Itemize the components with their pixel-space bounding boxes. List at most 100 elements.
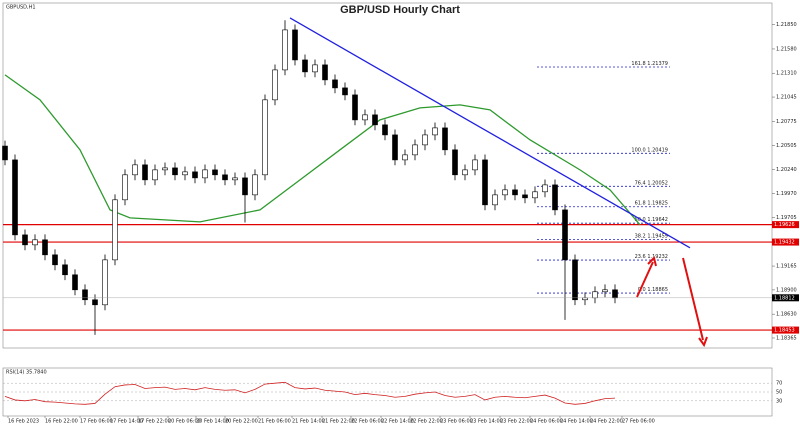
arrow-head <box>647 256 657 267</box>
y-tick-label: 1.21850 <box>776 22 797 28</box>
candle-body <box>572 259 578 301</box>
candle-body <box>512 189 518 196</box>
x-tick-label: 23 Feb 22:00 <box>500 419 533 424</box>
last-price-tag <box>772 294 799 302</box>
y-tick-label: 1.20775 <box>776 119 797 125</box>
fib-label: 23.6 1.19232 <box>635 254 668 260</box>
candle-body <box>122 174 128 201</box>
candle-body <box>232 177 238 181</box>
candle-body <box>162 167 168 171</box>
candle-body <box>42 239 48 256</box>
symbol: GBPUSD,H1 <box>6 5 36 11</box>
x-tick-label: 24 Feb 14:00 <box>560 419 593 424</box>
candle-body <box>362 114 368 121</box>
candle-body <box>442 127 448 151</box>
x-tick-label: 27 Feb 06:00 <box>622 419 655 424</box>
x-tick-label: 23 Feb 14:00 <box>470 419 503 424</box>
level-label: 1.19432 <box>774 240 795 246</box>
candle-body <box>92 299 98 306</box>
x-tick-label: 22 Feb 22:00 <box>410 419 443 424</box>
x-tick-label: 16 Feb 2023 <box>8 419 39 424</box>
candle-body <box>502 189 508 196</box>
rsi-tick-label: 50 <box>776 390 782 396</box>
y-tick-label: 1.21310 <box>776 71 797 77</box>
rsi-line <box>4 381 616 405</box>
y-tick-label: 1.20505 <box>776 143 797 149</box>
arrow-down <box>682 257 704 341</box>
arrow-up <box>636 261 654 298</box>
candle-body <box>192 171 198 179</box>
candle-body <box>552 184 558 211</box>
level-label: 1.18453 <box>774 328 795 334</box>
candle-body <box>262 99 268 176</box>
y-tick-label: 1.18365 <box>776 335 797 341</box>
x-tick-label: 20 Feb 22:00 <box>225 419 258 424</box>
candle-body <box>432 127 438 136</box>
candle-body <box>532 191 538 199</box>
arrow-head <box>698 336 708 348</box>
candle-body <box>142 164 148 181</box>
candle-body <box>292 29 298 61</box>
candle-body <box>302 59 308 73</box>
candle-body <box>252 174 258 196</box>
candle-body <box>412 144 418 156</box>
candle-body <box>222 174 228 181</box>
level-tag <box>772 238 799 246</box>
level-label: 1.19626 <box>774 222 795 228</box>
x-tick-label: 20 Feb 14:00 <box>196 419 229 424</box>
candle-body <box>72 274 78 291</box>
x-tick-label: 23 Feb 06:00 <box>440 419 473 424</box>
candle-body <box>322 64 328 81</box>
candle-body <box>282 29 288 71</box>
candle-body <box>2 145 8 161</box>
candle-body <box>312 64 318 73</box>
x-tick-label: 21 Feb 14:00 <box>292 419 325 424</box>
candle-body <box>152 169 158 181</box>
level-tag <box>772 221 799 229</box>
candle-body <box>462 169 468 176</box>
chart-title: GBP/USD Hourly Chart <box>340 4 460 16</box>
candle-body <box>22 234 28 246</box>
candle-body <box>182 171 188 176</box>
last-price-label: 1.18812 <box>774 295 795 301</box>
rsi-title: RSI(14) 35.7840 <box>6 370 47 376</box>
main-panel <box>2 2 773 349</box>
candle-body <box>482 159 488 206</box>
x-tick-label: 21 Feb 06:00 <box>258 419 291 424</box>
candle-body <box>132 164 138 176</box>
candle-body <box>352 94 358 121</box>
candle-body <box>472 159 478 171</box>
x-tick-label: 22 Feb 14:00 <box>381 419 414 424</box>
candle-body <box>12 159 18 236</box>
candle-body <box>212 169 218 176</box>
candle-body <box>522 194 528 199</box>
candle-body <box>62 264 68 276</box>
rsi-tick-label: 30 <box>776 398 782 404</box>
x-tick-label: 24 Feb 06:00 <box>530 419 563 424</box>
x-tick-label: 20 Feb 06:00 <box>168 419 201 424</box>
candle-body <box>612 289 618 299</box>
candle-body <box>342 87 348 96</box>
candle-body <box>542 184 548 193</box>
candle-body <box>272 69 278 101</box>
y-tick-label: 1.18900 <box>776 287 797 293</box>
moving-average <box>4 74 641 226</box>
candle-body <box>242 177 248 196</box>
candle-body <box>492 194 498 206</box>
fib-label: 50.0 1.19642 <box>635 217 668 223</box>
candle-body <box>52 254 58 266</box>
candle-body <box>332 79 338 89</box>
y-tick-label: 1.21580 <box>776 46 797 52</box>
candle-body <box>392 134 398 161</box>
level-tag <box>772 326 799 334</box>
x-tick-label: 16 Feb 22:00 <box>45 419 78 424</box>
x-tick-label: 21 Feb 22:00 <box>322 419 355 424</box>
y-tick-label: 1.19970 <box>776 191 797 197</box>
forecast-arrows <box>636 256 708 348</box>
x-tick-label: 17 Feb 14:00 <box>110 419 143 424</box>
candle-body <box>602 289 608 293</box>
fib-label: 0.0 1.18865 <box>638 287 668 293</box>
candle-body <box>562 209 568 261</box>
fib-label: 38.2 1.19459 <box>635 234 668 240</box>
